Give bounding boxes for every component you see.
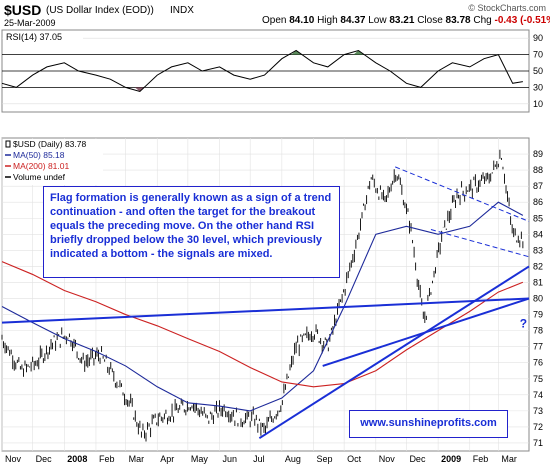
price-tick-75: 75 (533, 374, 543, 384)
price-stats: Open 84.10 High 84.37 Low 83.21 Close 83… (262, 15, 550, 26)
x-tick-May: May (191, 454, 209, 464)
rsi-overbought-fill (353, 50, 364, 55)
x-tick-Nov: Nov (5, 454, 22, 464)
trendline-3 (395, 166, 530, 222)
legend-swatch-price (5, 140, 11, 148)
x-tick-Dec: Dec (36, 454, 53, 464)
chg-label: Chg (473, 15, 492, 26)
open-value: 84.10 (289, 15, 315, 26)
x-tick-Nov: Nov (379, 454, 396, 464)
rsi-tick-10: 10 (533, 99, 543, 109)
rsi-tick-70: 70 (533, 50, 543, 60)
rsi-legend-bg (3, 31, 83, 43)
trendline-2 (1, 297, 530, 324)
price-tick-77: 77 (533, 342, 543, 352)
price-tick-88: 88 (533, 165, 543, 175)
copyright: © StockCharts.com (468, 3, 546, 13)
x-tick-Mar: Mar (129, 454, 145, 464)
price-tick-85: 85 (533, 213, 543, 223)
rsi-line (1, 49, 523, 93)
x-tick-Oct: Oct (347, 454, 362, 464)
trendline-4 (430, 229, 530, 258)
question-mark: ? (520, 316, 527, 330)
low-value: 83.21 (389, 15, 415, 26)
price-bars (1, 149, 524, 442)
annotation-box: Flag formation is generally known as a s… (43, 186, 340, 278)
x-tick-Sep: Sep (317, 454, 333, 464)
chg-value: -0.43 (-0.51%) (494, 15, 550, 26)
x-tick-Feb: Feb (473, 454, 489, 464)
price-tick-87: 87 (533, 181, 543, 191)
price-tick-84: 84 (533, 229, 543, 239)
high-value: 84.37 (340, 15, 366, 26)
low-label: Low (368, 15, 387, 26)
price-tick-74: 74 (533, 390, 543, 400)
rsi-oversold-fill (134, 87, 145, 92)
chart-name: (US Dollar Index (EOD)) (46, 5, 154, 16)
rsi-tick-50: 50 (533, 66, 543, 76)
chart-exchange: INDX (170, 5, 194, 16)
chart-date: 25-Mar-2009 (4, 18, 56, 28)
open-label: Open (262, 15, 287, 26)
price-tick-83: 83 (533, 245, 543, 255)
price-tick-71: 71 (533, 438, 543, 448)
price-tick-86: 86 (533, 197, 543, 207)
x-tick-Mar: Mar (501, 454, 517, 464)
price-tick-72: 72 (533, 422, 543, 432)
legend-entry-3: Volume undef (13, 172, 66, 182)
x-tick-Aug: Aug (285, 454, 301, 464)
legend-entry-1: MA(50) 85.18 (13, 150, 65, 160)
price-tick-80: 80 (533, 294, 543, 304)
rsi-overbought-fill (291, 50, 302, 55)
close-value: 83.78 (445, 15, 471, 26)
x-tick-Jun: Jun (223, 454, 238, 464)
legend-entry-0: $USD (Daily) 83.78 (13, 139, 86, 149)
price-tick-81: 81 (533, 277, 543, 287)
price-tick-79: 79 (533, 310, 543, 320)
rsi-panel: 10 30 50 70 90 RSI(14) 37.05 (1, 29, 543, 113)
x-tick-2009: 2009 (441, 454, 461, 464)
x-tick-2008: 2008 (67, 454, 87, 464)
x-tick-Jul: Jul (253, 454, 265, 464)
x-tick-Apr: Apr (160, 454, 174, 464)
price-tick-82: 82 (533, 261, 543, 271)
trendline-0 (258, 265, 530, 440)
rsi-tick-30: 30 (533, 82, 543, 92)
rsi-legend: RSI(14) 37.05 (6, 32, 62, 42)
high-label: High (317, 15, 338, 26)
chart-symbol: $USD (4, 2, 42, 18)
rsi-tick-90: 90 (533, 33, 543, 43)
trendline-1 (322, 297, 530, 367)
price-tick-73: 73 (533, 406, 543, 416)
website-link[interactable]: www.sunshineprofits.com (349, 410, 508, 438)
x-tick-Feb: Feb (99, 454, 115, 464)
price-tick-76: 76 (533, 358, 543, 368)
price-legend-bg (3, 139, 103, 185)
x-tick-Dec: Dec (409, 454, 426, 464)
price-tick-78: 78 (533, 326, 543, 336)
legend-entry-2: MA(200) 81.01 (13, 161, 69, 171)
close-label: Close (417, 15, 443, 26)
price-tick-89: 89 (533, 149, 543, 159)
